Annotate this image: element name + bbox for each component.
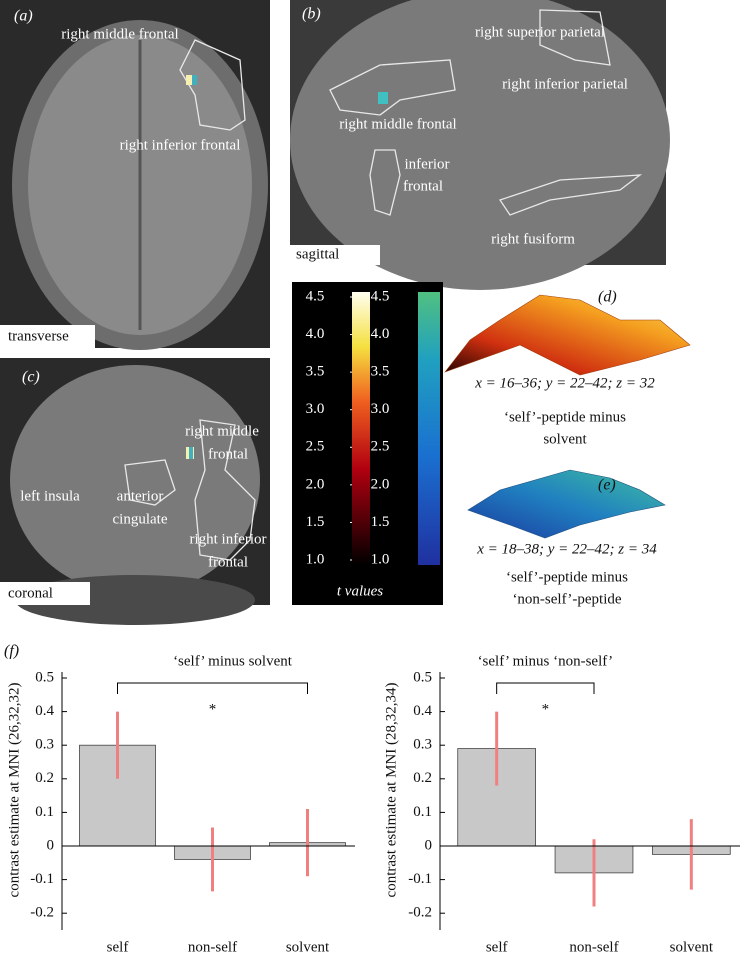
x-tick-label: self (107, 939, 129, 955)
chart-title: ‘self’ minus ‘non-self’ (478, 653, 614, 669)
colorbar-tick-label: 3.0 (306, 401, 325, 417)
view-label: sagittal (296, 246, 339, 262)
y-tick-label: 0.4 (413, 703, 432, 719)
panel-label: (c) (22, 369, 40, 386)
panel-label: (d) (598, 289, 617, 306)
colorbar-tick-label: 3.0 (371, 401, 390, 417)
colorbar: t values 4.5 4.5 4.0 4.0 3.5 3.5 3.0 3.0 2.5 2.5 2… (292, 282, 443, 605)
view-label: coronal (8, 585, 53, 601)
colorbar-tick-label: 1.0 (306, 551, 325, 567)
region-label: right inferior parietal (502, 76, 628, 92)
significance-bracket (117, 682, 308, 694)
panel-c: (c) right middle frontal left insula ant… (0, 358, 270, 625)
y-tick-label: 0 (47, 837, 55, 853)
region-label: right middle frontal (61, 26, 178, 42)
y-tick-label: -0.2 (408, 905, 432, 921)
x-tick-label: non-self (569, 939, 618, 955)
region-label: frontal (403, 178, 443, 194)
colorbar-tick-label: 2.5 (371, 439, 390, 455)
y-tick-label: 0.2 (413, 770, 432, 786)
y-tick-label: 0 (425, 837, 433, 853)
y-axis-label: contrast estimate at MNI (26,32,32) (6, 683, 22, 898)
y-tick-label: 0.3 (35, 737, 54, 753)
region-label: right inferior frontal (120, 137, 241, 153)
annotation: * (542, 701, 550, 717)
panel-label: (b) (302, 6, 321, 23)
region-label: frontal (208, 446, 248, 462)
region-label: cingulate (113, 511, 168, 527)
colorbar-tick-label: 2.0 (371, 476, 390, 492)
chart-title: ‘self’ minus solvent (173, 653, 293, 669)
y-tick-label: -0.1 (30, 871, 54, 887)
colorbar-tick-label: 4.0 (306, 326, 325, 342)
colorbar-tick-label: 2.5 (306, 439, 325, 455)
colorbar-tick-label: 4.5 (306, 288, 325, 304)
region-label: right fusiform (491, 231, 575, 247)
x-tick-label: non-self (188, 939, 237, 955)
view-label: transverse (8, 328, 69, 344)
panel-a: (a) right middle frontal right inferior … (0, 0, 270, 350)
region-label: frontal (208, 554, 248, 570)
y-tick-label: 0.1 (413, 804, 432, 820)
y-tick-label: 0.5 (413, 669, 432, 685)
colorbar-label: t values (337, 583, 383, 599)
region-label: left insula (20, 488, 80, 504)
y-tick-label: 0.3 (413, 737, 432, 753)
region-label: right middle (185, 423, 259, 439)
x-tick-label: solvent (286, 939, 330, 955)
significance-bracket (496, 682, 595, 694)
x-tick-label: self (486, 939, 508, 955)
panel-d: (d) x = 16–36; y = 22–42; z = 32 ‘self’-… (444, 289, 691, 447)
panel-b: (b) right superior parietal right inferi… (290, 0, 670, 290)
panel-e: (e) x = 18–38; y = 22–42; z = 34 ‘self’-… (467, 469, 666, 607)
region-label: inferior (405, 156, 450, 172)
colorbar-tick-label: 3.5 (371, 364, 390, 380)
panel-label: (a) (14, 8, 33, 25)
colorbar-tick-label: 1.0 (371, 551, 390, 567)
y-tick-label: 0.5 (35, 669, 54, 685)
y-tick-label: -0.1 (408, 871, 432, 887)
colorbar-tick-label: 4.5 (371, 288, 390, 304)
panel-label: (f) (4, 643, 19, 660)
region-label: right inferior (189, 531, 266, 547)
region-label: anterior (117, 488, 164, 504)
caption: solvent (543, 431, 587, 447)
y-tick-label: 0.4 (35, 703, 54, 719)
annotation: * (209, 701, 217, 717)
coords: x = 16–36; y = 22–42; z = 32 (474, 375, 655, 391)
colorbar-tick-label: 1.5 (306, 514, 325, 530)
colorbar-tick-label: 1.5 (371, 514, 390, 530)
x-tick-label: solvent (670, 939, 714, 955)
region-label: right middle frontal (339, 116, 456, 132)
colorbar-tick-label: 2.0 (306, 476, 325, 492)
panel-label: (e) (598, 477, 616, 494)
coords: x = 18–38; y = 22–42; z = 34 (476, 541, 657, 557)
y-axis-label: contrast estimate at MNI (28,32,34) (383, 683, 399, 898)
y-tick-label: 0.1 (35, 804, 54, 820)
region-label: right superior parietal (475, 24, 605, 40)
y-tick-label: 0.2 (35, 770, 54, 786)
colorbar-tick-label: 4.0 (371, 326, 390, 342)
y-tick-label: -0.2 (30, 905, 54, 921)
colorbar-tick-label: 3.5 (306, 364, 325, 380)
caption: ‘non-self’-peptide (512, 591, 621, 607)
caption: ‘self’-peptide minus (504, 409, 626, 425)
caption: ‘self’-peptide minus (506, 569, 628, 585)
